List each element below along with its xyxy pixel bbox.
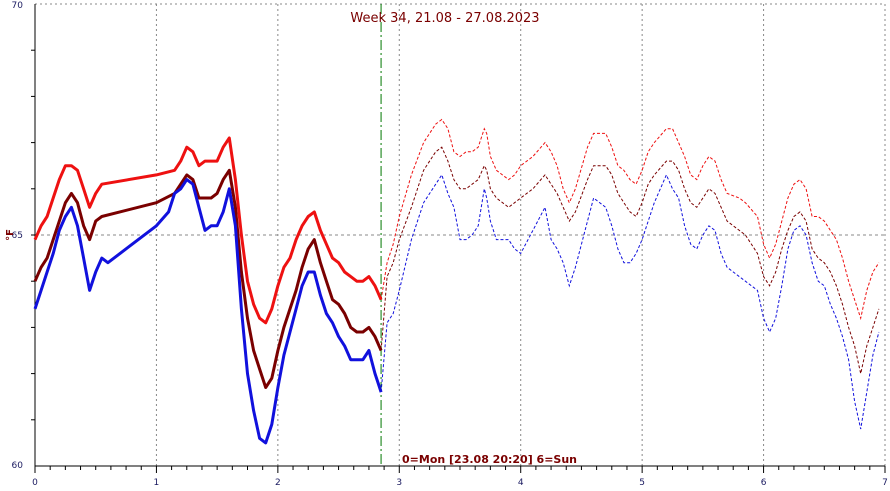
y-tick-label: 65	[12, 231, 23, 241]
x-tick-label: 1	[154, 478, 160, 488]
x-tick-label: 7	[882, 478, 888, 488]
x-tick-label: 2	[275, 478, 281, 488]
x-tick-label: 3	[396, 478, 402, 488]
series-lines	[33, 4, 880, 466]
min-actual-line	[33, 178, 383, 445]
x-tick-label: 6	[761, 478, 767, 488]
y-tick-label: 60	[12, 461, 24, 471]
time-annotation: 0=Mon [23.08 20:20] 6=Sun	[402, 453, 577, 466]
avg-actual-line	[33, 168, 383, 389]
grid	[35, 3, 886, 466]
axes: 0 1 2 3 4 5 6 7 60 65 70	[12, 1, 888, 488]
x-tick-label: 0	[32, 478, 38, 488]
y-axis-label: °F	[5, 229, 16, 241]
chart-title: Week 34, 21.08 - 27.08.2023	[350, 11, 539, 26]
y-tick-label: 70	[12, 1, 24, 11]
max-actual-line	[33, 136, 383, 325]
x-tick-label: 4	[518, 478, 524, 488]
avg-forecast-line	[380, 146, 880, 374]
x-tick-label: 5	[639, 478, 645, 488]
min-forecast-line	[380, 173, 880, 430]
